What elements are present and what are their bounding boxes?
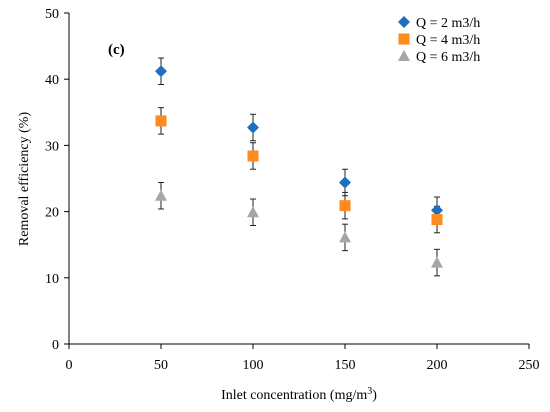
legend-marker — [398, 50, 410, 61]
legend-item: Q = 6 m3/h — [398, 50, 480, 65]
data-point — [339, 231, 351, 243]
data-point — [339, 176, 351, 189]
legend-label: Q = 2 m3/h — [416, 16, 480, 31]
x-tick-label: 0 — [66, 358, 73, 373]
y-tick-label: 20 — [45, 206, 59, 221]
x-tick-label: 50 — [154, 358, 168, 373]
y-tick-label: 10 — [45, 272, 59, 287]
data-point — [247, 121, 259, 134]
ticks: 0 10 20 30 40 50 0 50 100 150 200 250 — [45, 7, 540, 373]
data-point — [155, 65, 167, 78]
x-axis-title-superscript: 3 — [367, 386, 372, 397]
y-tick-label: 40 — [45, 73, 59, 88]
legend-item: Q = 2 m3/h — [398, 16, 480, 31]
error-bars — [158, 57, 440, 277]
panel-label: (c) — [108, 42, 125, 58]
x-tick-label: 150 — [335, 358, 356, 373]
legend-marker — [398, 16, 410, 28]
legend-marker — [398, 33, 410, 45]
y-tick-label: 50 — [45, 7, 59, 22]
data-point — [431, 214, 443, 226]
data-point — [431, 256, 443, 268]
legend-label: Q = 6 m3/h — [416, 50, 480, 65]
axes — [68, 13, 529, 345]
x-tick-label: 200 — [427, 358, 448, 373]
legend: Q = 2 m3/h Q = 4 m3/h Q = 6 m3/h — [398, 16, 480, 65]
legend-label: Q = 4 m3/h — [416, 33, 480, 48]
x-tick-label: 100 — [243, 358, 264, 373]
x-axis-title-end: ) — [372, 388, 377, 403]
data-point — [431, 204, 443, 217]
data-point — [247, 206, 259, 218]
data-points — [155, 65, 443, 268]
data-point — [155, 189, 167, 201]
x-axis-title-main: Inlet concentration (mg/m — [221, 388, 367, 403]
legend-item: Q = 4 m3/h — [398, 33, 480, 48]
y-tick-label: 30 — [45, 139, 59, 154]
y-axis-title: Removal efficiency (%) — [17, 112, 32, 247]
data-point — [339, 200, 351, 212]
data-point — [247, 150, 259, 162]
x-axis-title: Inlet concentration (mg/m3) — [221, 386, 377, 403]
y-tick-label: 0 — [52, 338, 59, 353]
x-tick-label: 250 — [519, 358, 540, 373]
data-point — [155, 115, 167, 127]
